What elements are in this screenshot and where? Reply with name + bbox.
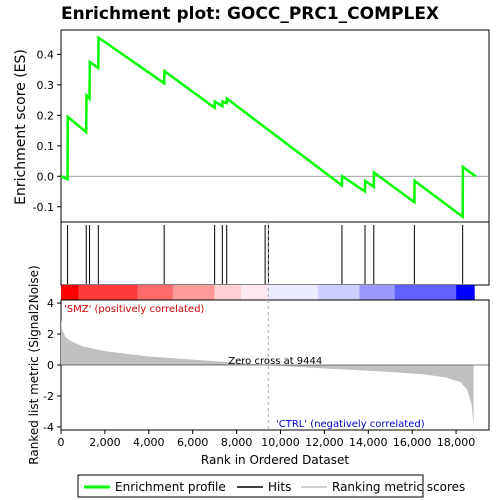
- x-tick-label: 8,000: [221, 436, 253, 449]
- color-bar-segment: [172, 285, 215, 300]
- x-tick-label: 10,000: [261, 436, 300, 449]
- color-bar-segment: [267, 285, 318, 300]
- metric-ytick-label: -2: [43, 390, 54, 403]
- x-tick-label: 4,000: [133, 436, 165, 449]
- color-bar-segment: [456, 285, 475, 300]
- color-bar-segment: [317, 285, 360, 300]
- es-ytick-label: 0.3: [37, 79, 55, 92]
- legend-frame: [77, 474, 424, 498]
- color-bar-segment: [214, 285, 241, 300]
- x-tick-label: 2,000: [89, 436, 121, 449]
- metric-ytick-label: 4: [47, 297, 54, 310]
- x-tick-label: 0: [58, 436, 65, 449]
- color-bar-segment: [137, 285, 173, 300]
- metric-y-axis: -4 -2 0 2 4: [43, 297, 61, 434]
- es-y-axis: -0.1 0.0 0.1 0.2 0.3 0.4: [33, 48, 61, 214]
- negative-correlation-label: 'CTRL' (negatively correlated): [276, 419, 425, 430]
- metric-ytick-label: 0: [47, 359, 54, 372]
- x-tick-label: 6,000: [177, 436, 209, 449]
- legend: Enrichment profile Hits Ranking metric s…: [77, 474, 465, 498]
- es-y-axis-label: Enrichment score (ES): [13, 49, 29, 205]
- rank-color-bar: [61, 285, 475, 300]
- legend-label-metric: Ranking metric scores: [332, 480, 465, 494]
- es-ytick-label: -0.1: [33, 201, 54, 214]
- es-panel-frame: [60, 29, 490, 223]
- chart-title: Enrichment plot: GOCC_PRC1_COMPLEX: [61, 4, 439, 24]
- es-ytick-label: 0.1: [37, 140, 55, 153]
- metric-ytick-label: -4: [43, 421, 54, 434]
- color-bar-segment: [394, 285, 457, 300]
- positive-correlation-label: 'SMZ' (positively correlated): [64, 304, 204, 315]
- zero-cross-label: Zero cross at 9444: [228, 356, 322, 367]
- color-bar-segment: [359, 285, 395, 300]
- es-ytick-label: 0.0: [37, 170, 55, 183]
- enrichment-profile-line: [60, 35, 477, 220]
- x-tick-label: 18,000: [437, 436, 476, 449]
- x-tick-label: 12,000: [305, 436, 344, 449]
- metric-y-axis-label: Ranked list metric (Signal2Noise): [27, 265, 41, 464]
- color-bar-segment: [78, 285, 138, 300]
- hits-panel-frame: [60, 221, 490, 286]
- color-bar-segment: [240, 285, 268, 300]
- metric-ytick-label: 2: [47, 328, 54, 341]
- legend-label-hits: Hits: [268, 480, 291, 494]
- es-ytick-label: 0.2: [37, 109, 55, 122]
- legend-label-profile: Enrichment profile: [115, 480, 226, 494]
- x-axis: 0 2,000 4,000 6,000 8,000 10,000 12,000 14,000 1…: [58, 430, 476, 449]
- color-bar-segment: [61, 285, 79, 300]
- es-ytick-label: 0.4: [37, 48, 55, 61]
- x-tick-label: 14,000: [349, 436, 388, 449]
- x-axis-label: Rank in Ordered Dataset: [201, 453, 349, 467]
- x-tick-label: 16,000: [393, 436, 432, 449]
- ranking-metric-area: [61, 318, 474, 426]
